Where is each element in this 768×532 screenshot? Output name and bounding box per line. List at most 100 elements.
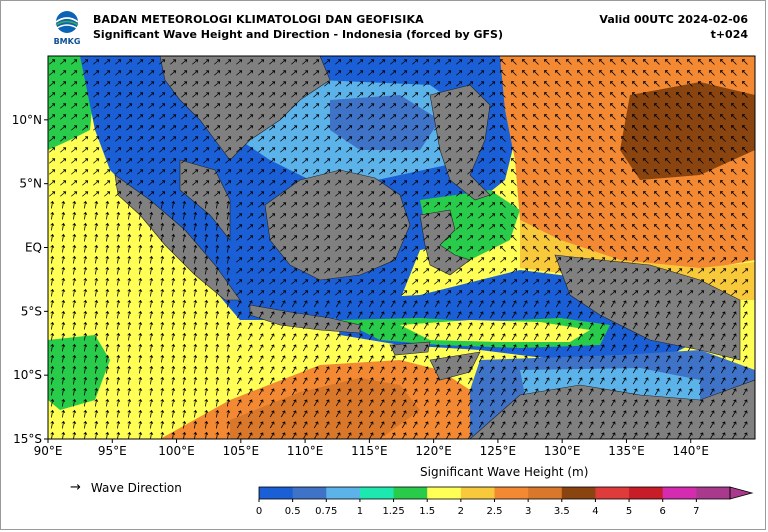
wave-arrow — [412, 432, 418, 439]
wave-arrow — [313, 81, 320, 87]
wave-arrow — [643, 136, 649, 142]
wave-arrow — [709, 388, 715, 396]
wave-arrow — [236, 344, 242, 352]
wave-arrow — [280, 235, 287, 241]
wave-arrow — [280, 70, 287, 76]
wave-arrow — [709, 399, 715, 407]
wave-arrow — [170, 169, 177, 175]
wave-arrow — [258, 202, 265, 208]
wave-arrow — [698, 410, 704, 418]
wave-arrow — [192, 169, 199, 175]
wave-arrow — [654, 191, 660, 197]
wave-arrow — [346, 125, 353, 131]
wave-arrow — [357, 279, 364, 285]
wave-arrow — [280, 333, 286, 341]
wave-arrow — [368, 279, 375, 285]
wave-arrow — [544, 59, 550, 65]
wave-arrow — [258, 224, 265, 230]
wave-arrow — [170, 125, 177, 131]
wave-arrow — [324, 191, 331, 197]
wave-arrow — [182, 431, 187, 439]
wave-arrow — [181, 180, 188, 186]
wave-arrow — [412, 257, 419, 263]
wave-arrow — [215, 332, 220, 341]
wave-arrow — [72, 288, 77, 297]
wave-arrow — [412, 125, 419, 131]
wave-arrow — [49, 136, 56, 142]
wave-arrow — [555, 377, 561, 385]
wave-arrow — [467, 268, 474, 274]
wave-arrow — [72, 343, 77, 352]
wave-arrow — [324, 311, 330, 319]
wave-arrow — [500, 377, 506, 385]
wave-arrow — [621, 136, 627, 142]
wave-arrow — [401, 355, 407, 363]
wave-arrow — [258, 103, 265, 109]
wave-arrow — [71, 114, 78, 120]
wave-arrow — [49, 191, 56, 197]
wave-arrow — [379, 125, 386, 131]
wave-arrow — [720, 377, 726, 385]
wave-arrow — [104, 169, 111, 175]
wave-arrow — [160, 233, 165, 242]
wave-arrow — [720, 355, 726, 363]
wave-arrow — [247, 136, 254, 142]
wave-arrow — [379, 169, 386, 175]
wave-arrow — [610, 59, 616, 65]
forecast-lead: t+024 — [710, 28, 748, 41]
wave-arrow — [401, 322, 407, 330]
wave-arrow — [588, 169, 594, 175]
wave-arrow — [467, 70, 474, 76]
wave-arrow — [643, 125, 649, 131]
wave-zone-midblue-scs — [330, 95, 440, 150]
wave-arrow — [72, 387, 77, 396]
wave-arrow — [555, 333, 561, 341]
wave-arrow — [742, 410, 748, 418]
wave-arrow — [324, 202, 331, 208]
wave-direction-legend: → Wave Direction — [70, 480, 182, 495]
wave-arrow — [247, 333, 253, 341]
wave-arrow — [478, 399, 484, 407]
wave-arrow — [599, 81, 605, 87]
wave-direction-arrows — [49, 59, 749, 439]
wave-arrow — [258, 257, 265, 263]
wave-arrow — [390, 114, 397, 120]
wave-zone-darkorange-south — [230, 378, 420, 439]
wave-arrow — [522, 59, 528, 65]
lon-tick-label: 105°E — [223, 444, 260, 458]
wave-arrow — [193, 222, 198, 231]
wave-arrow — [94, 255, 99, 264]
wave-arrow — [236, 257, 243, 263]
wave-arrow — [138, 266, 143, 275]
wave-arrow — [138, 255, 143, 264]
wave-arrow — [500, 191, 506, 197]
wave-arrow — [159, 147, 166, 153]
wave-arrow — [127, 244, 132, 253]
wave-arrow — [511, 191, 517, 197]
wave-arrow — [544, 290, 551, 296]
wave-arrow — [368, 92, 375, 98]
wave-arrow — [335, 81, 342, 87]
wave-arrow — [346, 377, 352, 385]
wave-arrow — [731, 235, 737, 241]
wave-arrow — [127, 299, 132, 308]
wave-arrow — [599, 125, 605, 131]
wave-arrow — [302, 169, 309, 175]
wave-arrow — [193, 266, 198, 275]
wave-arrow — [731, 333, 737, 341]
wave-arrow — [445, 235, 452, 241]
wave-arrow — [742, 355, 748, 363]
wave-arrow — [61, 431, 66, 439]
wave-arrow — [302, 432, 308, 439]
wave-arrow — [445, 114, 452, 120]
wave-arrow — [302, 81, 309, 87]
wave-arrow — [105, 321, 110, 330]
wave-arrow — [676, 246, 682, 252]
wave-arrow — [467, 202, 474, 208]
wave-arrow — [105, 200, 110, 209]
wave-arrow — [720, 147, 726, 153]
wave-arrow — [280, 322, 286, 330]
wave-arrow — [720, 202, 726, 208]
wave-arrow — [182, 288, 187, 297]
